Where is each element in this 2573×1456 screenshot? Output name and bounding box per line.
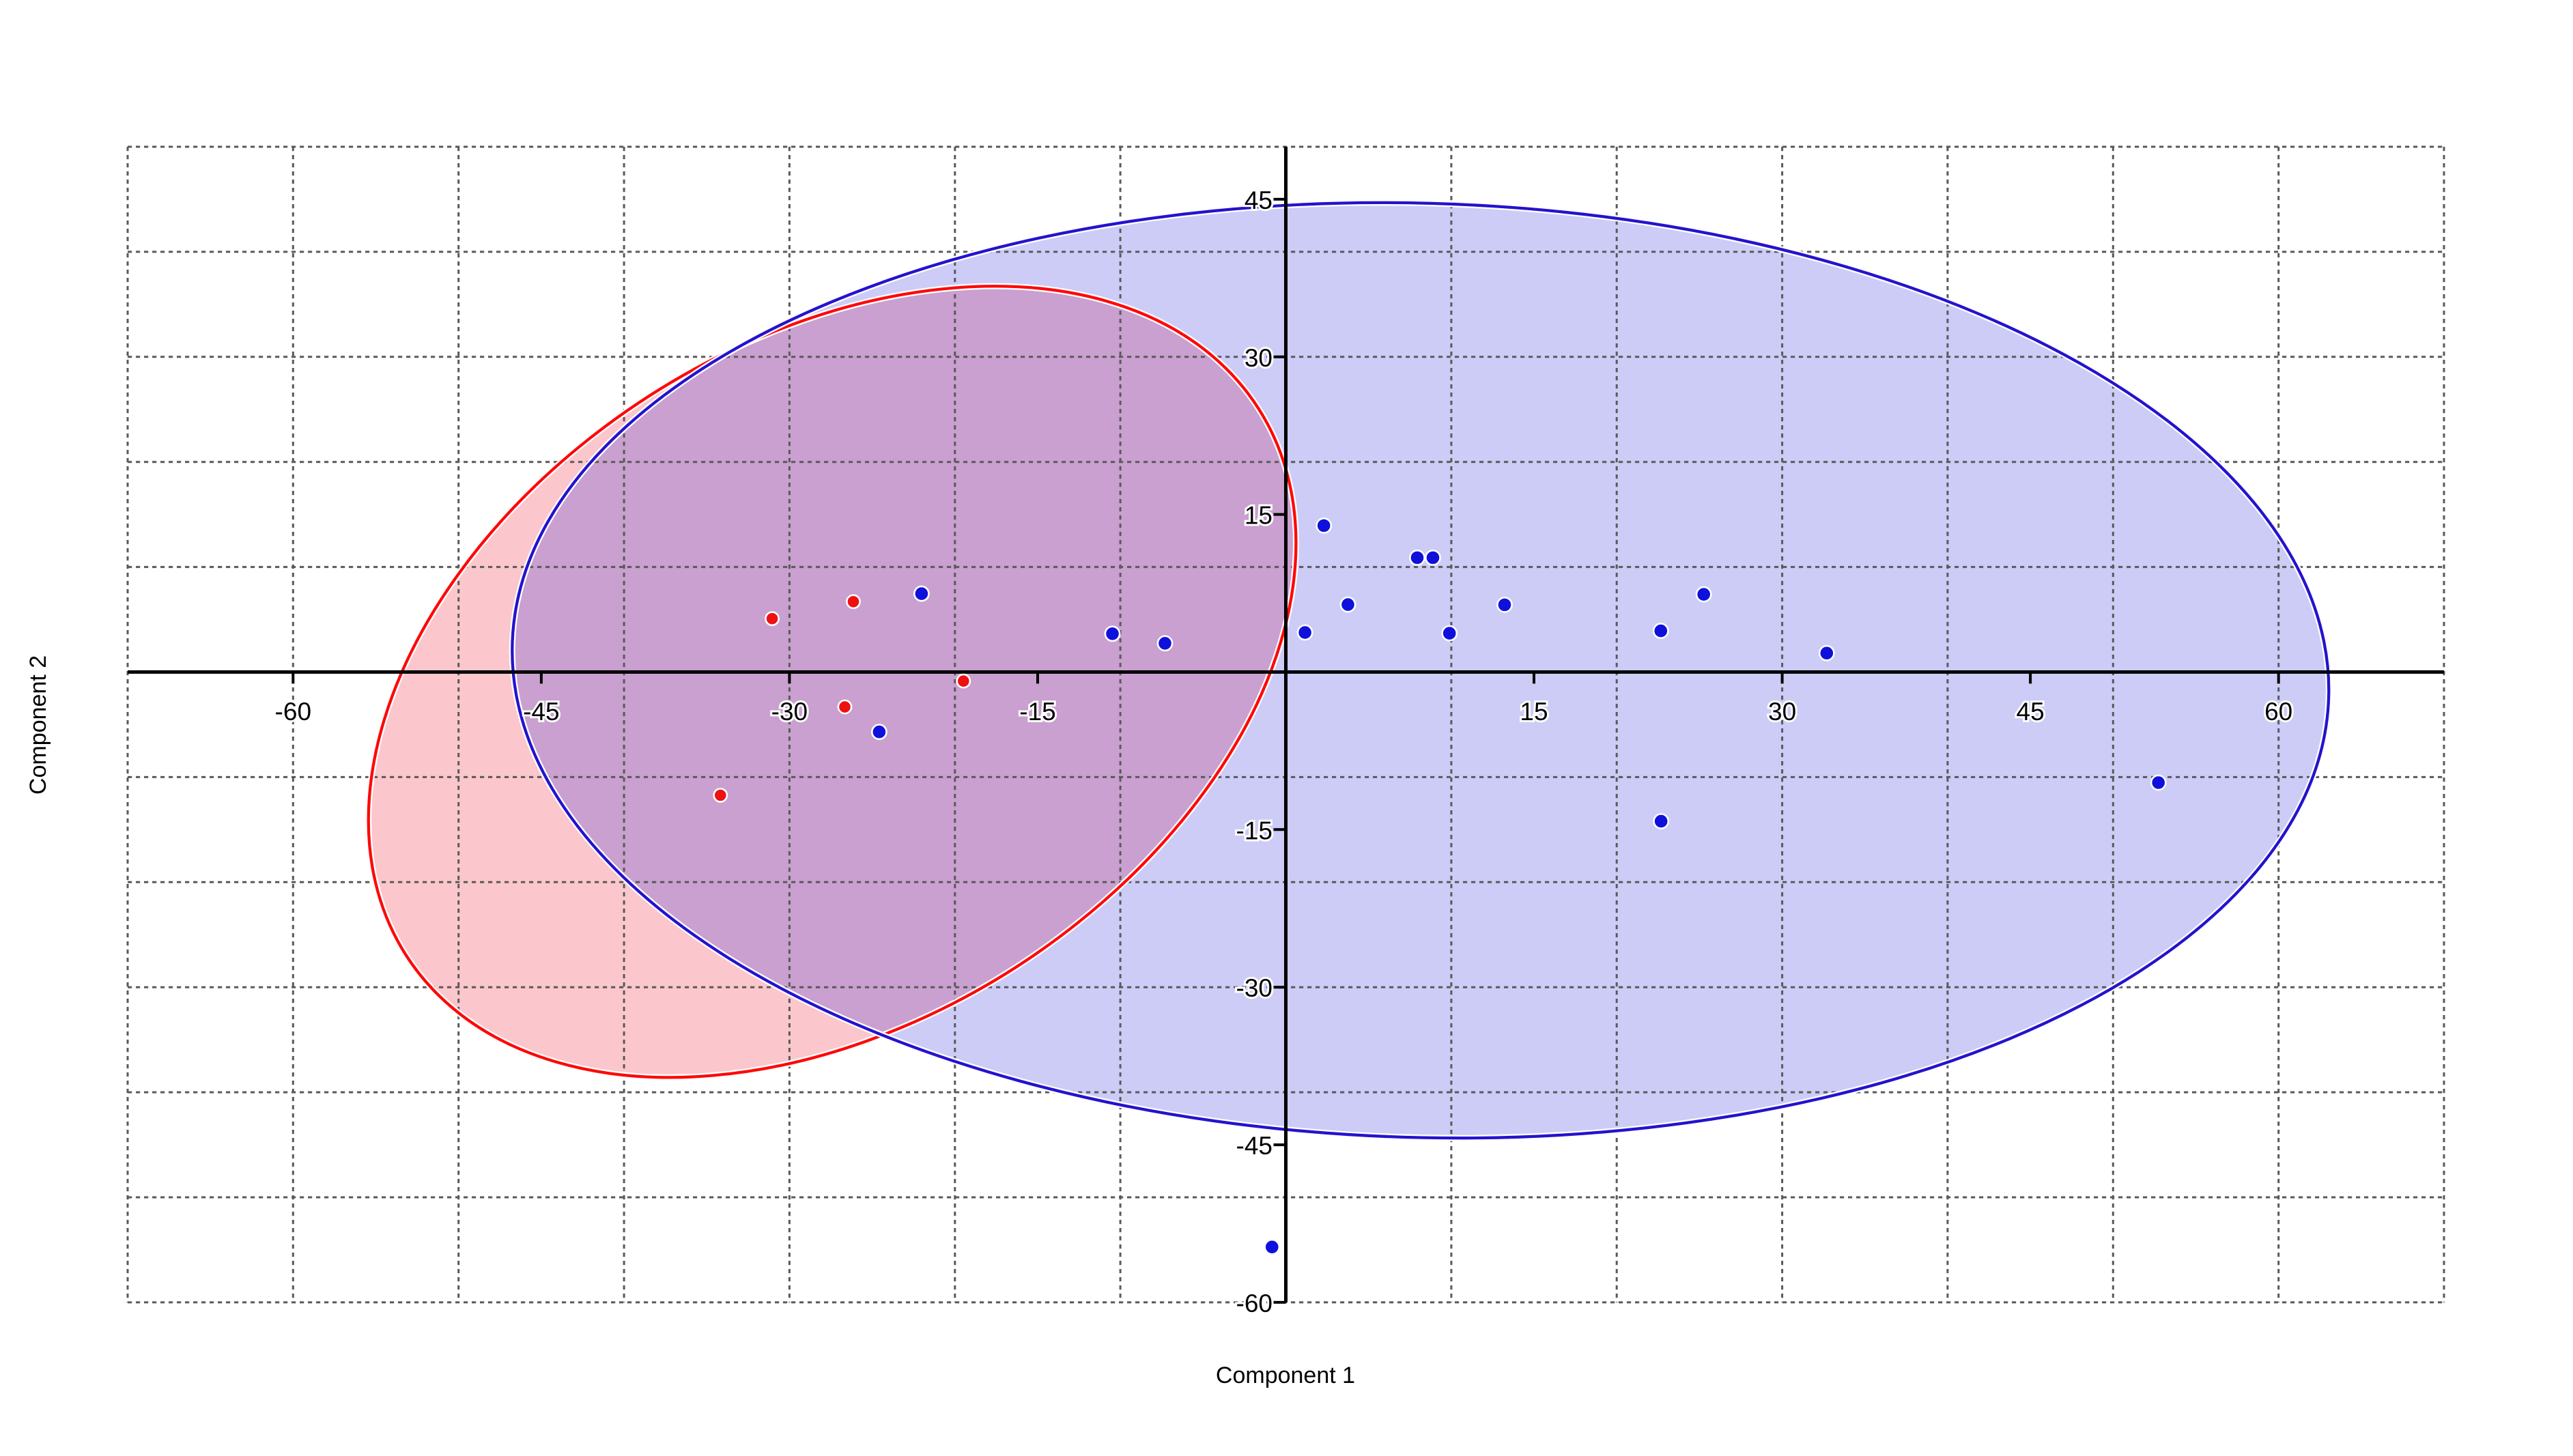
svg-text:15: 15 <box>1520 698 1548 726</box>
svg-text:15: 15 <box>1245 502 1273 530</box>
svg-text:-15: -15 <box>1019 698 1055 726</box>
svg-text:-30: -30 <box>771 698 808 726</box>
svg-text:60: 60 <box>2264 698 2292 726</box>
svg-text:-45: -45 <box>523 698 559 726</box>
svg-text:Component 1: Component 1 <box>1216 1362 1355 1388</box>
svg-text:-15: -15 <box>1236 816 1273 844</box>
svg-text:-30: -30 <box>1236 974 1273 1002</box>
svg-text:45: 45 <box>2017 698 2045 726</box>
svg-text:-60: -60 <box>1236 1289 1273 1317</box>
svg-text:-45: -45 <box>1236 1132 1273 1160</box>
svg-text:Component 2: Component 2 <box>25 655 51 795</box>
svg-text:45: 45 <box>1245 186 1273 214</box>
svg-text:30: 30 <box>1245 344 1273 372</box>
svg-text:-60: -60 <box>275 698 311 726</box>
svg-text:30: 30 <box>1768 698 1796 726</box>
